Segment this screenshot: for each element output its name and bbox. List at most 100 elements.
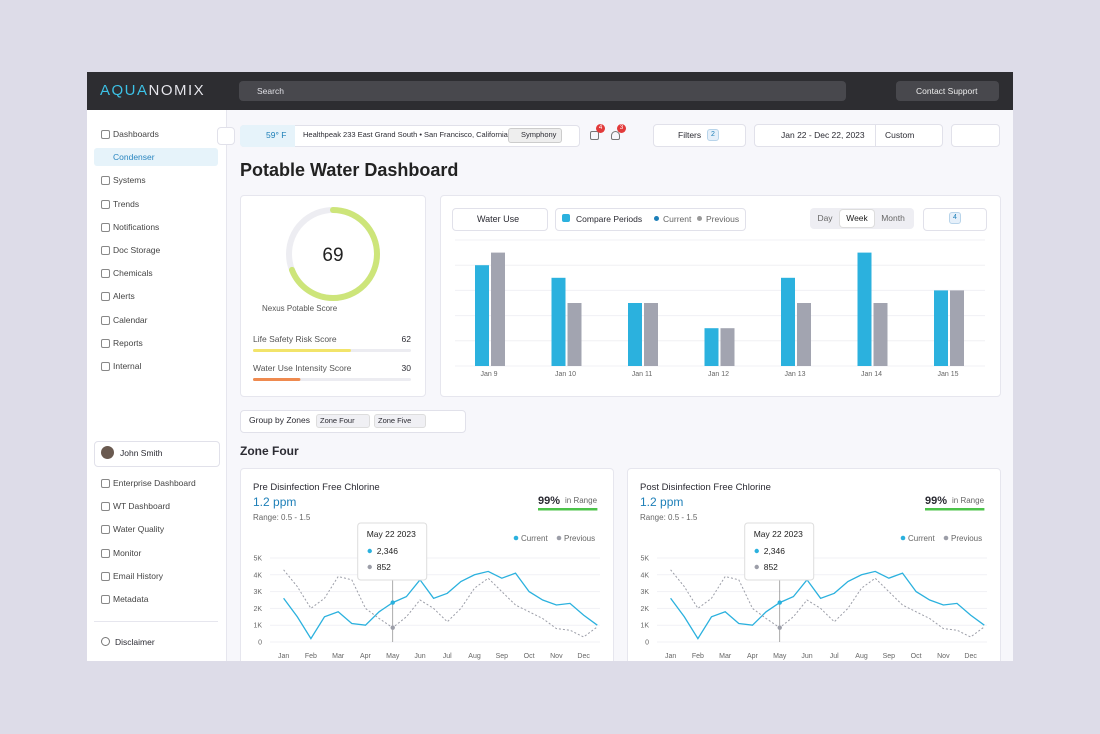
- divider: [875, 124, 876, 147]
- date-picker[interactable]: [754, 124, 943, 147]
- x-tick-label: Mar: [719, 653, 732, 660]
- icon: [101, 525, 110, 535]
- tooltip-date: May 22 2023: [367, 529, 416, 539]
- search-bar[interactable]: [239, 81, 846, 101]
- icon: [101, 595, 110, 604]
- period-button[interactable]: Week: [840, 210, 874, 227]
- nav-link[interactable]: Enterprise Dashboard: [113, 478, 196, 488]
- collapse-button[interactable]: [217, 127, 235, 145]
- location: Healthpeak 233 East Grand South • San Fr…: [303, 130, 508, 139]
- x-tick-label: Sep: [883, 653, 896, 660]
- bar: [475, 265, 489, 366]
- active-item-bg: [94, 148, 218, 166]
- x-tick-label: Aug: [468, 653, 481, 660]
- search-placeholder: Search: [257, 86, 284, 96]
- metric-name: Water Use Intensity Score: [253, 363, 352, 373]
- bar: [950, 290, 964, 366]
- tooltip-dot: [367, 548, 372, 554]
- nav-item[interactable]: Dashboards: [113, 129, 159, 139]
- x-tick-label: Apr: [360, 653, 372, 660]
- nav-item[interactable]: Alerts: [113, 291, 135, 302]
- user-menu[interactable]: [94, 441, 220, 467]
- badge: 4: [596, 124, 605, 133]
- bar: [873, 303, 888, 366]
- x-tick-label: Oct: [911, 653, 922, 660]
- legend-label: Current: [908, 534, 935, 543]
- nav-item[interactable]: Reports: [113, 337, 143, 348]
- chart-title: Post Disinfection Free Chlorine: [640, 482, 771, 493]
- line-series: [283, 570, 598, 640]
- zone-title: Zone Four: [240, 444, 299, 458]
- tooltip-value: 852: [764, 562, 778, 572]
- series-count: 4: [949, 212, 961, 224]
- legend-dot: [943, 535, 949, 541]
- zone-chip[interactable]: Zone Four: [316, 414, 370, 428]
- nav-link[interactable]: Monitor: [113, 547, 142, 558]
- period-button[interactable]: Day: [817, 213, 833, 223]
- zone-filter-label: Group by Zones: [249, 415, 310, 425]
- metric-select[interactable]: [452, 208, 548, 231]
- period-button[interactable]: Month: [881, 213, 905, 223]
- app-content: AQUANOMIX Search Contact Support Dashboa…: [87, 72, 1013, 661]
- reading: 1.2 ppm: [253, 495, 297, 509]
- nav-item[interactable]: Systems: [113, 175, 146, 186]
- nav-item[interactable]: Notifications: [113, 221, 160, 232]
- calendar-icon[interactable]: [590, 131, 599, 140]
- zone-chip[interactable]: Zone Five: [374, 414, 427, 428]
- weather-chip: [240, 125, 295, 147]
- range: Range: 0.5 - 1.5: [253, 513, 311, 522]
- nav-item[interactable]: Doc Storage: [113, 245, 161, 255]
- x-tick-label: Oct: [524, 653, 535, 660]
- x-tick-label: May: [773, 653, 787, 660]
- score-value: 69: [322, 245, 343, 266]
- legend-label: Current: [521, 534, 548, 543]
- disclaimer[interactable]: Disclaimer: [115, 637, 155, 647]
- icon: [101, 292, 110, 302]
- icon: [101, 222, 110, 232]
- range: Range: 0.5 - 1.5: [640, 513, 698, 522]
- compare-toggle[interactable]: [555, 208, 746, 231]
- icon: [101, 637, 110, 646]
- tooltip-point: [390, 600, 395, 605]
- nav-item[interactable]: Trends: [113, 198, 140, 209]
- nav-item[interactable]: Internal: [113, 361, 142, 371]
- legend-dot: [697, 216, 702, 221]
- nav-link[interactable]: Water Quality: [113, 524, 165, 535]
- bar: [567, 303, 582, 366]
- metric-value: 62: [401, 334, 411, 344]
- x-tick-label: Jan: [665, 653, 676, 660]
- y-tick-label: 3K: [640, 589, 649, 596]
- site: Symphony: [521, 130, 557, 139]
- tooltip-dot: [754, 548, 759, 554]
- logo: AQUANOMIX: [100, 82, 206, 99]
- checkbox[interactable]: [562, 214, 570, 222]
- tooltip-value: 2,346: [764, 546, 786, 556]
- nav-item[interactable]: Chemicals: [113, 268, 153, 279]
- y-tick-label: 2K: [253, 606, 262, 613]
- bell-icon[interactable]: [611, 131, 620, 140]
- x-tick-label: Jan: [278, 653, 289, 660]
- in-range-text: in Range: [565, 496, 598, 505]
- chart-title: Pre Disinfection Free Chlorine: [253, 482, 380, 493]
- metric-bar: [253, 378, 301, 381]
- nav-item[interactable]: Calendar: [113, 314, 148, 325]
- nav-link[interactable]: WT Dashboard: [113, 501, 171, 512]
- score-label: Nexus Potable Score: [262, 304, 338, 313]
- nav-link[interactable]: Email History: [113, 570, 164, 581]
- x-tick-label: Jan 14: [861, 371, 882, 378]
- y-tick-label: 5K: [253, 556, 262, 563]
- x-tick-label: Jan 15: [937, 371, 958, 378]
- view-toggle[interactable]: [951, 124, 1000, 147]
- x-tick-label: Jan 13: [784, 371, 805, 378]
- bar: [797, 303, 811, 366]
- legend-label: Current: [663, 214, 692, 224]
- site-chip: [508, 128, 562, 143]
- nav-item[interactable]: Condenser: [113, 152, 155, 163]
- support-button[interactable]: [896, 81, 999, 101]
- line-series: [670, 569, 985, 638]
- icon: [101, 571, 110, 581]
- metric-name: Life Safety Risk Score: [253, 334, 337, 344]
- nav-link[interactable]: Metadata: [113, 594, 149, 604]
- bar: [857, 252, 872, 366]
- filters-button[interactable]: [653, 124, 746, 147]
